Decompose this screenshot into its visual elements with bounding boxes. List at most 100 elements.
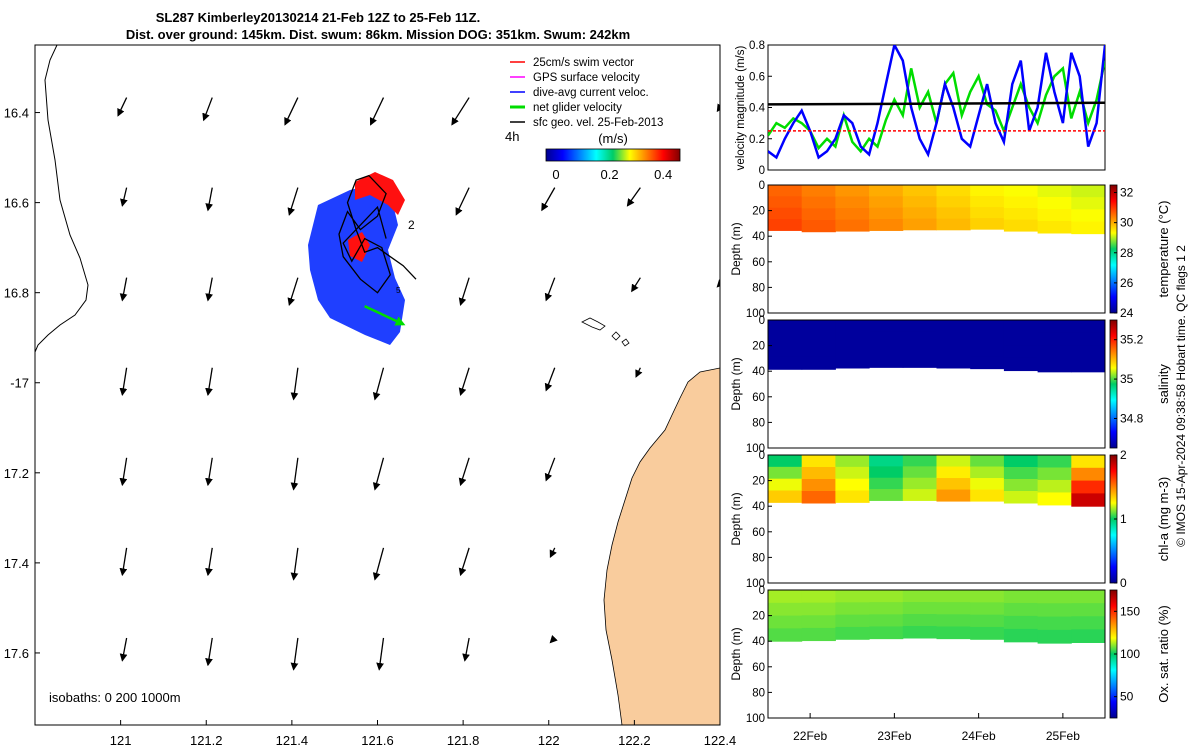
section-panel-chla: 0 20 40 60 80 100 Depth (m) 0 1 2 chl-a (mg m-3) — [729, 448, 1171, 590]
section-cell — [768, 466, 803, 480]
colorbar — [545, 148, 681, 162]
section-cell — [1037, 197, 1072, 210]
section-cell — [835, 332, 870, 345]
section-colorbar-tick-label: 30 — [1120, 216, 1134, 230]
sfc-velocity-vector — [455, 187, 470, 216]
track-end-label: 5 — [396, 286, 401, 295]
section-cell — [801, 320, 836, 333]
section-cell — [768, 590, 803, 604]
land-mass — [603, 367, 720, 725]
section-cell — [936, 466, 971, 479]
section-cell — [936, 185, 971, 197]
map-track: 25 — [308, 172, 417, 345]
section-cell — [970, 218, 1005, 230]
sfc-velocity-vector — [119, 547, 128, 577]
section-cell — [768, 196, 803, 209]
section-cell — [1003, 208, 1039, 221]
map-x-tick-label: 121.8 — [447, 733, 480, 748]
section-cell — [768, 628, 803, 642]
glider-track — [338, 174, 417, 294]
sfc-velocity-vector — [372, 457, 385, 491]
section-cell — [869, 185, 904, 197]
section-colorbar-tick-label: 100 — [1120, 647, 1140, 661]
sfc-velocity-vector — [544, 277, 556, 302]
section-y-tick-label: 40 — [752, 501, 765, 513]
legend-box — [500, 53, 685, 129]
section-cell — [970, 478, 1005, 491]
map-y-tick-label: 16.6 — [4, 196, 29, 211]
section-cell — [1003, 185, 1039, 198]
section-cell — [1071, 185, 1106, 198]
section-y-tick-label: 100 — [746, 308, 765, 320]
section-cell — [1071, 332, 1106, 347]
section-cell — [835, 590, 870, 603]
section-colorbar-label: temperature (°C) — [1156, 201, 1171, 298]
island-outline — [611, 331, 621, 341]
section-cell — [869, 196, 904, 209]
map-y-tick-label: 17.2 — [4, 466, 29, 481]
section-cell — [801, 356, 836, 370]
velocity-y-tick-label: 0.4 — [749, 103, 766, 115]
map-vectors — [117, 97, 720, 671]
velocity-y-tick-label: 0 — [759, 165, 765, 177]
section-cell — [869, 626, 904, 640]
sfc-velocity-vector — [119, 277, 128, 302]
section-colorbar-tick-label: 0 — [1120, 576, 1127, 590]
map-legend: 25cm/s swim vector GPS surface velocity di… — [500, 53, 685, 144]
section-cell — [1071, 629, 1106, 643]
section-y-tick-label: 20 — [752, 476, 765, 488]
section-cell — [902, 477, 937, 490]
section-cell — [902, 185, 937, 197]
section-colorbar-tick-label: 34.8 — [1120, 411, 1144, 425]
colorbar-tick-label: 0.4 — [654, 167, 672, 182]
sfc-velocity-vector — [119, 457, 128, 487]
section-cell — [869, 343, 904, 357]
section-cell — [970, 626, 1005, 640]
velocity-lines — [768, 45, 1105, 160]
colorbar-tick-label: 0.2 — [601, 167, 619, 182]
sfc-velocity-vector — [631, 277, 641, 293]
section-cell — [902, 614, 937, 627]
velocity-y-tick-label: 0.6 — [749, 71, 765, 83]
section-colorbar-tick-label: 50 — [1120, 690, 1134, 704]
section-cell — [768, 332, 803, 346]
section-cell — [1003, 455, 1039, 468]
legend-label: sfc geo. vel. 25-Feb-2013 — [533, 117, 663, 129]
section-y-tick-label: 0 — [759, 315, 765, 327]
velocity-series-line — [768, 101, 1105, 106]
section-frame — [767, 589, 1106, 719]
colorbar-tick-label: 0 — [552, 167, 559, 182]
sfc-velocity-vector — [544, 367, 556, 392]
map-colorbar: (m/s) 0 0.2 0.4 — [545, 131, 681, 182]
section-cell — [835, 356, 870, 369]
section-cell — [902, 590, 937, 603]
section-cell — [1003, 467, 1039, 480]
section-cell — [902, 355, 937, 368]
section-cell — [801, 467, 836, 480]
section-cell — [869, 590, 904, 603]
sfc-velocity-vector — [458, 367, 470, 397]
section-cell — [936, 590, 971, 603]
map-y-tick-label: 17.4 — [4, 556, 29, 571]
velocity-ticks: 0 0.2 0.4 0.6 0.8 — [749, 40, 772, 177]
chart-title-line2: Dist. over ground: 145km. Dist. swum: 86… — [126, 27, 630, 42]
section-cell — [902, 331, 937, 345]
section-cell — [970, 356, 1005, 370]
sfc-velocity-vector — [205, 277, 214, 302]
time-scale-label: 4h — [505, 129, 519, 144]
sfc-velocity-vector — [287, 187, 299, 216]
section-cell — [902, 207, 937, 220]
sfc-velocity-vector — [451, 97, 470, 126]
section-cell — [1037, 320, 1072, 334]
section-cell — [801, 185, 836, 198]
map-x-ticks: 121 121.2 121.4 121.6 121.8 122 122.2 122.4 — [110, 720, 736, 748]
island-outline — [621, 338, 630, 347]
sfc-velocity-vector — [458, 457, 470, 487]
time-tick-label: 22Feb — [793, 729, 827, 743]
sfc-velocity-vector — [458, 277, 470, 306]
velocity-panel: 0 0.2 0.4 0.6 0.8 velocity magnitude (m/s) — [735, 40, 1106, 177]
section-cell — [936, 196, 971, 208]
section-y-tick-label: 60 — [752, 257, 765, 269]
section-cell — [835, 344, 870, 357]
